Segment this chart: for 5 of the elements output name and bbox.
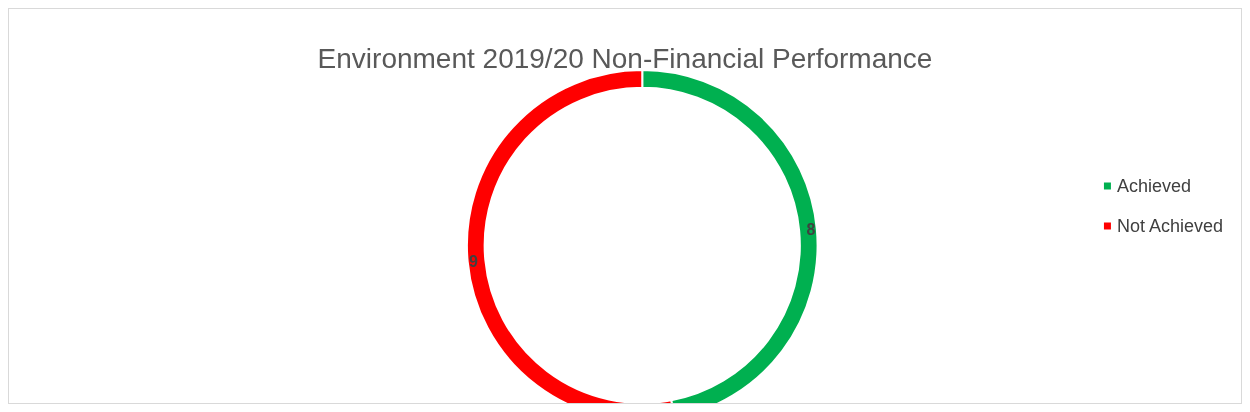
data-label: 8 <box>806 221 816 239</box>
legend-label: Not Achieved <box>1116 216 1224 236</box>
chart-title: Environment 2019/20 Non-Financial Performance <box>317 42 933 74</box>
data-label: 9 <box>469 252 479 270</box>
legend-label: Achieved <box>1116 176 1191 196</box>
